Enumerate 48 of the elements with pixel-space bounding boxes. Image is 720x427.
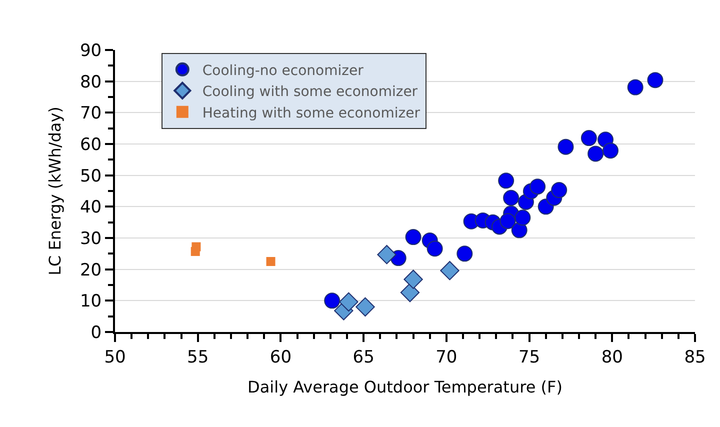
y-tick-label: 90 xyxy=(80,40,102,61)
point xyxy=(580,130,597,146)
legend-label: Heating with some economizer xyxy=(202,105,420,122)
point xyxy=(511,222,528,238)
point xyxy=(498,172,514,189)
point xyxy=(266,257,276,266)
point xyxy=(551,182,568,198)
legend-label: Cooling-no economizer xyxy=(202,62,364,79)
point xyxy=(456,246,473,262)
point xyxy=(503,190,520,206)
x-tick-label: 75 xyxy=(518,347,540,368)
y-tick-label: 20 xyxy=(80,260,102,280)
point xyxy=(440,260,460,280)
y-tick-label: 30 xyxy=(80,228,102,249)
point xyxy=(405,229,422,246)
point xyxy=(627,79,644,96)
x-tick-label: 60 xyxy=(270,347,292,368)
x-tick-label: 85 xyxy=(684,347,706,368)
point xyxy=(404,270,423,289)
point xyxy=(324,292,340,309)
x-tick-label: 70 xyxy=(436,347,458,368)
y-tick-label: 80 xyxy=(80,72,102,92)
x-tick-label: 50 xyxy=(104,347,126,368)
x-axis-title: Daily Average Outdoor Temperature (F) xyxy=(248,378,562,397)
point xyxy=(602,142,618,159)
point xyxy=(377,245,396,264)
x-tick-label: 80 xyxy=(601,347,623,368)
y-tick-label: 40 xyxy=(80,198,102,218)
y-tick-label: 50 xyxy=(80,166,102,186)
x-tick-label: 65 xyxy=(352,347,374,368)
y-tick-label: 70 xyxy=(80,104,102,124)
point xyxy=(500,213,516,230)
legend-label: Cooling with some economizer xyxy=(202,84,418,100)
point xyxy=(339,292,358,312)
y-tick-label: 10 xyxy=(80,292,102,312)
point xyxy=(530,178,546,195)
point xyxy=(647,72,664,88)
point xyxy=(588,146,604,162)
point xyxy=(514,210,531,226)
point xyxy=(426,240,443,257)
y-axis-title: LC Energy (kWh/day) xyxy=(45,106,64,276)
y-tick-label: 0 xyxy=(90,322,102,343)
point xyxy=(356,297,375,317)
point xyxy=(558,138,574,155)
y-tick-label: 60 xyxy=(80,134,102,155)
x-tick-label: 55 xyxy=(187,347,209,368)
point xyxy=(400,282,420,302)
point xyxy=(192,242,201,252)
